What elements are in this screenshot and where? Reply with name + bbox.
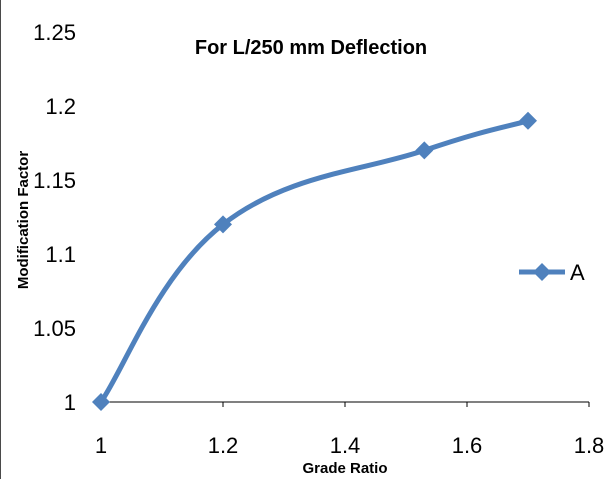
y-tick-label: 1.05: [33, 316, 76, 341]
y-tick-label: 1.15: [33, 168, 76, 193]
legend-label-a: A: [570, 260, 585, 285]
legend: A: [519, 260, 585, 285]
data-point-marker: [519, 111, 537, 130]
x-tick-label: 1.2: [208, 433, 239, 458]
y-tick-label: 1.2: [45, 94, 76, 119]
series-line-a: [98, 118, 531, 405]
y-tick-label: 1: [64, 390, 76, 415]
series-markers-a: [92, 111, 537, 411]
legend-marker-a: [533, 263, 551, 281]
y-axis-ticks: 1 1.05 1.1 1.15 1.2 1.25: [33, 20, 76, 415]
y-axis-label: Modification Factor: [15, 151, 32, 289]
y-tick-label: 1.1: [45, 242, 76, 267]
x-axis-label: Grade Ratio: [302, 460, 387, 477]
x-tick-label: 1: [95, 433, 107, 458]
x-axis-ticks: 1 1.2 1.4 1.6 1.8: [95, 402, 604, 458]
data-point-marker: [415, 141, 434, 160]
y-tick-label: 1.25: [33, 20, 76, 45]
x-tick-label: 1.4: [330, 433, 361, 458]
data-point-marker: [214, 215, 232, 234]
x-tick-label: 1.6: [452, 433, 483, 458]
x-tick-label: 1.8: [574, 433, 605, 458]
data-point-marker: [92, 393, 110, 411]
chart-title: For L/250 mm Deflection: [195, 37, 427, 59]
